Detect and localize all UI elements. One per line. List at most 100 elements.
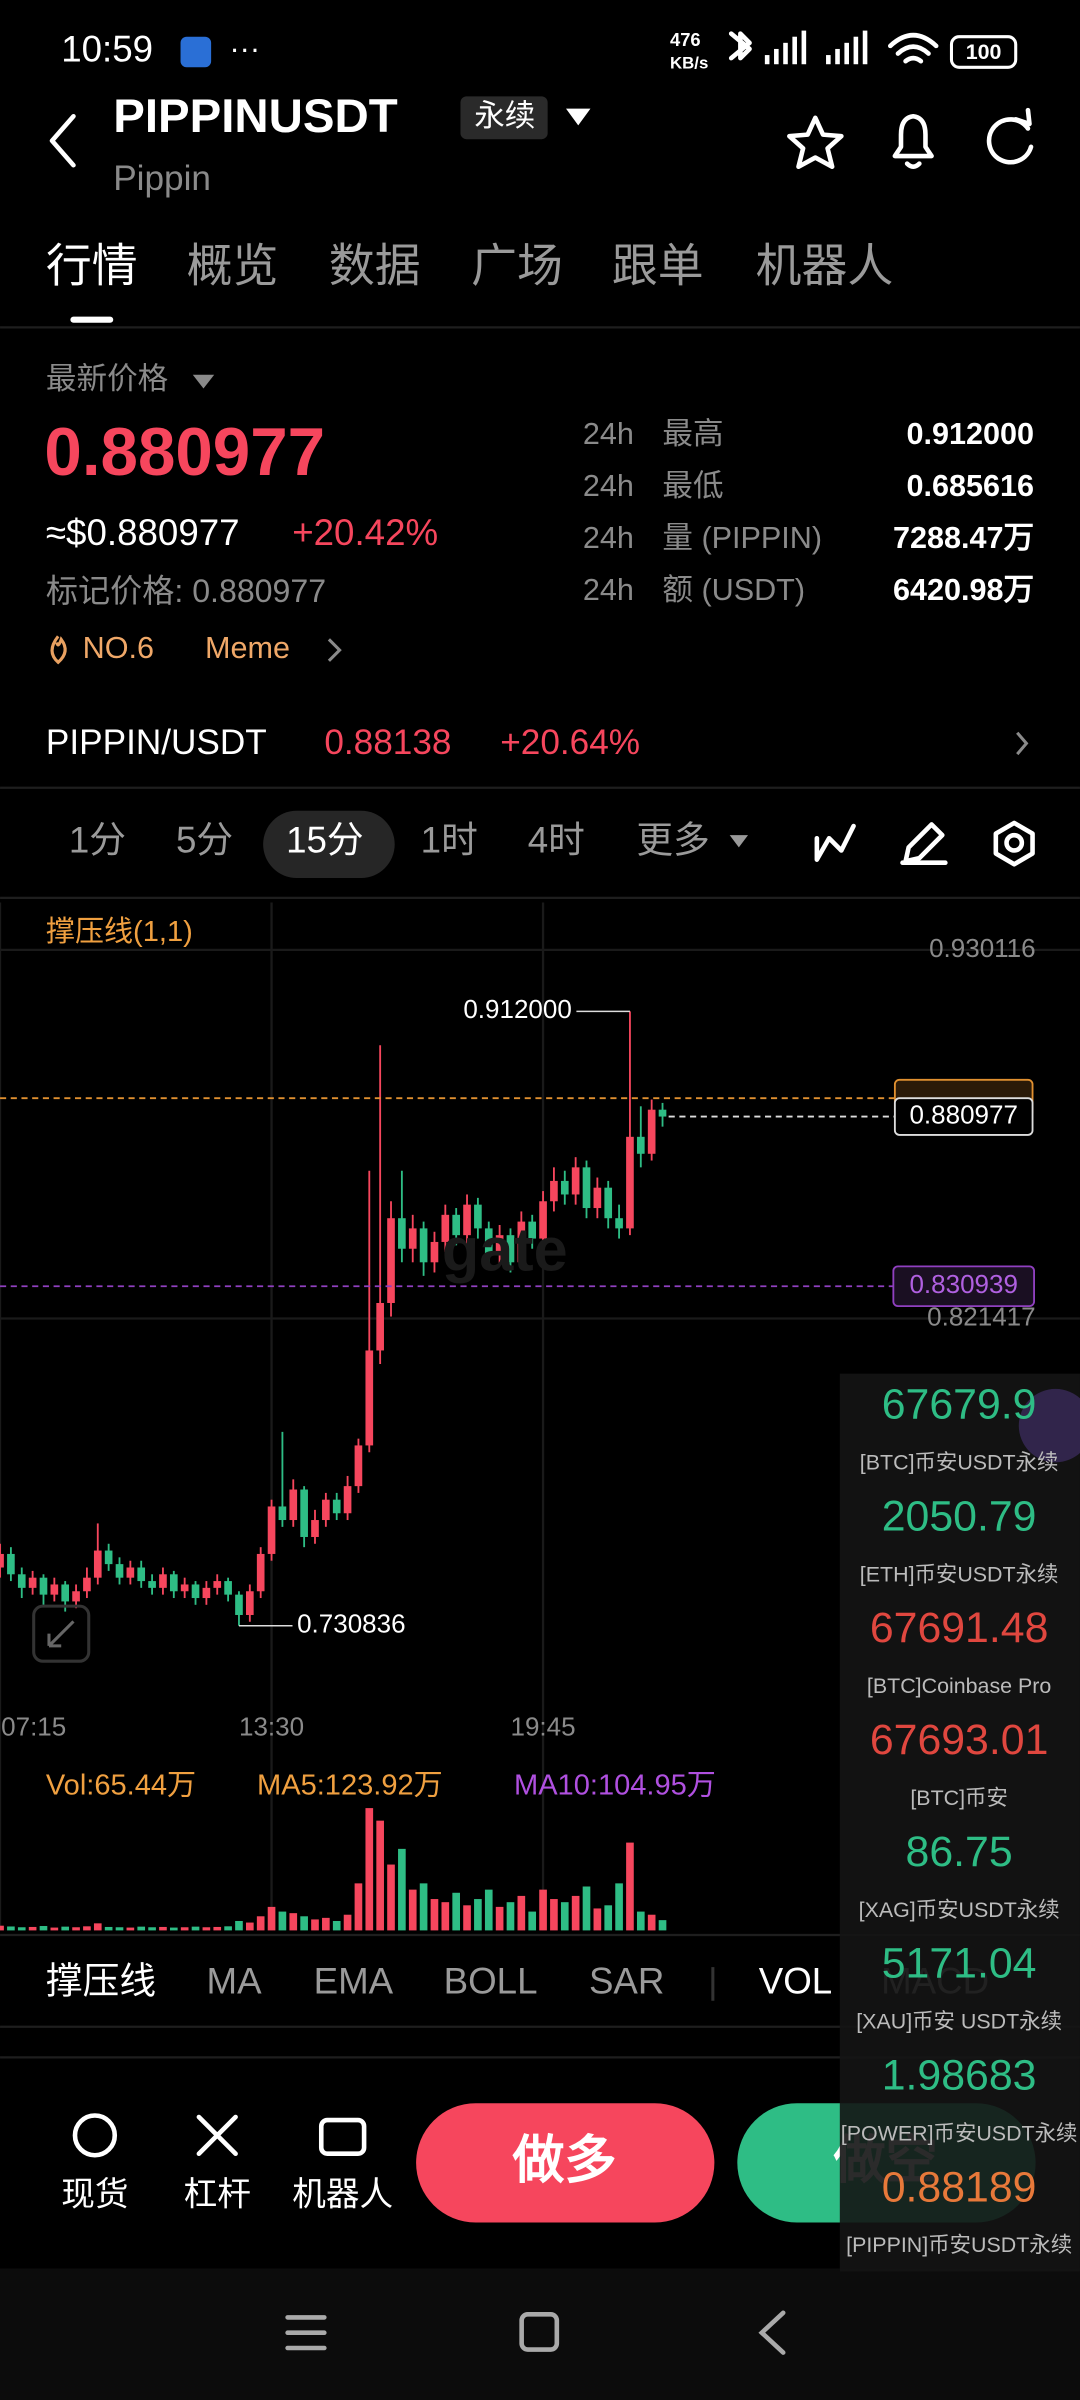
indicator-tab[interactable]: BOLL — [444, 1961, 538, 2002]
indicator-tab[interactable]: 撑压线 — [46, 1961, 156, 2002]
mark-price: 标记价格: 0.880977 — [46, 573, 326, 609]
indicator-tab[interactable]: VOL — [759, 1961, 832, 2002]
interval[interactable]: 1分 — [69, 820, 126, 861]
tab-bar: 行情 概览 数据 广场 跟单 机器人 — [46, 239, 893, 291]
interval[interactable]: 1时 — [421, 820, 478, 861]
watermark: gate — [442, 1215, 568, 1283]
candle-body — [560, 1180, 569, 1195]
settings-button-core — [1004, 832, 1025, 853]
tab[interactable]: 机器人 — [756, 239, 894, 291]
ticker-label[interactable]: [BTC]币安 — [910, 1786, 1008, 1810]
ticker-label[interactable]: [ETH]币安USDT永续 — [860, 1562, 1059, 1586]
ticker-price[interactable]: 5171.04 — [882, 1940, 1037, 1988]
spot-chevron[interactable] — [1016, 731, 1029, 756]
indicator-tab[interactable]: SAR — [589, 1961, 664, 2002]
volume-bar — [398, 1848, 406, 1931]
volume-bar — [202, 1927, 211, 1931]
leverage-icon[interactable] — [196, 2114, 238, 2157]
more-dropdown[interactable] — [729, 835, 749, 848]
nav-menu[interactable] — [285, 2315, 327, 2351]
share-button[interactable] — [986, 107, 1034, 165]
volume-bar — [604, 1905, 613, 1931]
candle-body — [636, 1136, 645, 1154]
leverage-action[interactable]: 杠杆 — [184, 2175, 251, 2213]
symbol: PIPPINUSDT — [113, 90, 398, 143]
ticker-label[interactable]: [XAG]币安USDT永续 — [859, 1898, 1060, 1922]
draw-button[interactable] — [900, 822, 948, 866]
tab[interactable]: 广场 — [471, 239, 563, 291]
candle-body — [17, 1574, 26, 1588]
candle-body — [126, 1567, 135, 1578]
ticker-avatar[interactable] — [1018, 1388, 1080, 1463]
bot-icon[interactable] — [318, 2117, 367, 2157]
volume-bar — [658, 1920, 667, 1931]
interval[interactable]: 更多 — [636, 820, 709, 861]
ticker-label[interactable]: [POWER]币安USDT永续 — [841, 2121, 1078, 2145]
indicator-button[interactable] — [814, 823, 856, 862]
volume-bar — [354, 1883, 363, 1931]
interval[interactable]: 4时 — [528, 820, 585, 861]
contract-badge[interactable] — [460, 96, 548, 140]
candle-body — [246, 1591, 254, 1615]
ticker-price[interactable]: 86.75 — [906, 1828, 1013, 1876]
ticker-label[interactable]: [XAU]币安 USDT永续 — [856, 2010, 1062, 2034]
rank[interactable]: NO.6 — [83, 631, 154, 665]
bot-action[interactable]: 机器人 — [292, 2175, 393, 2213]
candle-body — [408, 1228, 417, 1249]
spot-icon[interactable] — [72, 2113, 118, 2158]
volume-bar — [224, 1926, 232, 1931]
ticker-price[interactable]: 67679.9 — [882, 1381, 1037, 1429]
stat-period: 24h — [583, 573, 634, 607]
volume-bar — [0, 1925, 4, 1931]
candle-body — [354, 1445, 363, 1487]
volume-bar — [484, 1889, 493, 1931]
volume-bar — [452, 1892, 461, 1931]
ticker-price[interactable]: 0.88189 — [882, 2163, 1037, 2211]
long-button[interactable] — [416, 2103, 715, 2223]
volume-bar — [332, 1920, 341, 1931]
price-label-dropdown[interactable] — [192, 374, 215, 389]
fullscreen-button[interactable] — [32, 1604, 91, 1663]
ticker-price[interactable]: 67693.01 — [870, 1716, 1049, 1764]
candle-body — [213, 1581, 222, 1588]
tag[interactable]: Meme — [205, 631, 290, 665]
spot-pair[interactable]: PIPPIN/USDT — [46, 723, 267, 762]
volume-bar — [343, 1914, 352, 1931]
interval[interactable]: 15分 — [286, 820, 364, 861]
tab[interactable]: 概览 — [187, 239, 279, 291]
dropdown-icon[interactable] — [566, 108, 591, 126]
candle-body — [398, 1218, 406, 1249]
stat-period: 24h — [583, 417, 634, 451]
tab[interactable]: 数据 — [329, 239, 421, 291]
indicator-tab[interactable]: EMA — [314, 1961, 394, 2002]
candle-body — [50, 1584, 59, 1595]
back-button[interactable] — [49, 113, 76, 168]
volume-bar — [300, 1916, 308, 1931]
favorite-button[interactable] — [787, 115, 844, 170]
ticker-price[interactable]: 2050.79 — [882, 1492, 1037, 1540]
ticker-label[interactable]: [BTC]Coinbase Pro — [867, 1674, 1051, 1698]
last-price: 0.880977 — [44, 415, 325, 490]
ticker-label[interactable]: [PIPPIN]币安USDT永续 — [846, 2233, 1072, 2257]
settings-button[interactable] — [993, 820, 1035, 867]
indicator-tab[interactable]: MA — [207, 1961, 263, 2002]
ticker-price[interactable]: 1.98683 — [882, 2051, 1037, 2099]
coin-name: Pippin — [113, 159, 211, 198]
last-price-box — [893, 1097, 1034, 1136]
candle-body — [148, 1581, 156, 1588]
nav-back[interactable] — [758, 2310, 786, 2355]
volume-bar — [474, 1899, 482, 1931]
fullscreen-icon — [47, 1620, 75, 1648]
ticker-label[interactable]: [BTC]币安USDT永续 — [860, 1451, 1059, 1475]
tab[interactable]: 跟单 — [612, 239, 704, 291]
candle-body — [169, 1574, 178, 1592]
stat-value: 0.685616 — [907, 469, 1035, 503]
tab[interactable]: 行情 — [46, 239, 138, 291]
volume-bar — [191, 1926, 200, 1931]
volume-bar — [180, 1927, 189, 1931]
alert-button[interactable] — [892, 113, 934, 170]
ticker-price[interactable]: 67691.48 — [870, 1604, 1049, 1652]
nav-home[interactable] — [519, 2312, 560, 2352]
interval[interactable]: 5分 — [176, 820, 233, 861]
spot-action[interactable]: 现货 — [61, 2175, 128, 2213]
